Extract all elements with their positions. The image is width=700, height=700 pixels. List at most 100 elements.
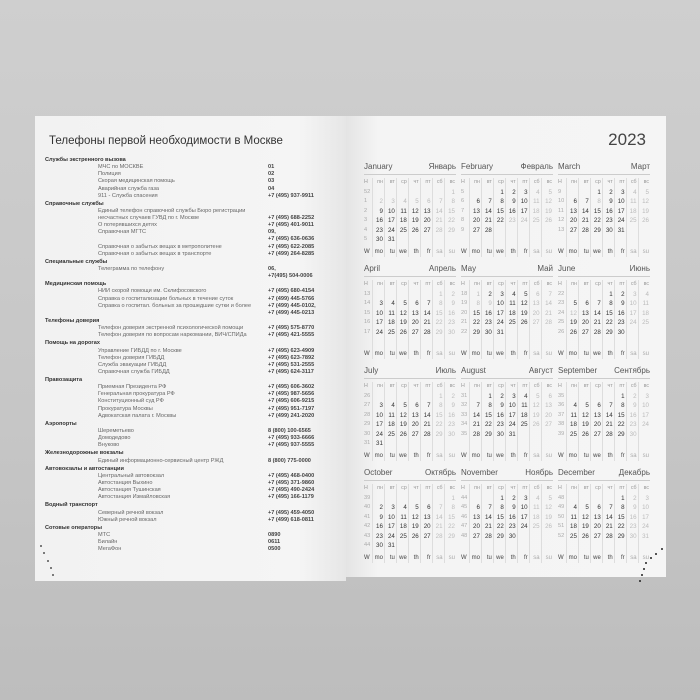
day-cell[interactable]: 16	[625, 512, 639, 522]
day-cell[interactable]: 4	[625, 187, 639, 197]
day-cell[interactable]: 25	[528, 522, 542, 532]
day-cell[interactable]: 20	[469, 522, 482, 532]
day-cell[interactable]: 6	[407, 299, 421, 309]
day-cell[interactable]: 10	[383, 512, 397, 522]
day-cell[interactable]: 18	[566, 522, 579, 532]
day-cell[interactable]: 11	[528, 197, 542, 207]
day-cell[interactable]: 22	[480, 420, 494, 430]
day-cell[interactable]: 10	[516, 503, 530, 513]
day-cell[interactable]: 16	[492, 410, 506, 420]
day-cell[interactable]: 16	[480, 308, 494, 318]
day-cell[interactable]: 29	[431, 429, 445, 439]
day-cell[interactable]: 12	[407, 512, 421, 522]
day-cell[interactable]: 17	[637, 410, 650, 420]
day-cell[interactable]: 30	[625, 429, 639, 439]
day-cell[interactable]: 19	[528, 410, 542, 420]
day-cell[interactable]: 18	[395, 522, 409, 532]
day-cell[interactable]: 9	[504, 197, 518, 207]
day-cell[interactable]: 18	[383, 318, 397, 328]
day-cell[interactable]: 3	[516, 493, 530, 503]
day-cell[interactable]: 11	[625, 197, 639, 207]
day-cell[interactable]: 14	[540, 299, 553, 309]
day-cell[interactable]: 22	[443, 522, 456, 532]
day-cell[interactable]: 1	[431, 289, 445, 299]
day-cell[interactable]: 24	[516, 522, 530, 532]
day-cell[interactable]: 3	[383, 197, 397, 207]
day-cell[interactable]: 24	[492, 318, 506, 328]
day-cell[interactable]: 23	[625, 420, 639, 430]
day-cell[interactable]: 29	[443, 225, 456, 235]
day-cell[interactable]: 26	[516, 318, 530, 328]
day-cell[interactable]: 24	[613, 216, 627, 226]
day-cell[interactable]: 26	[540, 522, 553, 532]
day-cell[interactable]: 14	[469, 410, 482, 420]
day-cell[interactable]: 28	[480, 531, 494, 541]
day-cell[interactable]: 29	[480, 429, 494, 439]
day-cell[interactable]: 13	[589, 410, 603, 420]
day-cell[interactable]: 28	[589, 327, 603, 337]
day-cell[interactable]: 31	[613, 225, 627, 235]
day-cell[interactable]: 9	[480, 299, 494, 309]
day-cell[interactable]: 11	[528, 503, 542, 513]
day-cell[interactable]: 17	[504, 410, 518, 420]
day-cell[interactable]: 5	[637, 187, 650, 197]
day-cell[interactable]: 18	[504, 308, 518, 318]
day-cell[interactable]: 17	[516, 512, 530, 522]
day-cell[interactable]: 3	[504, 391, 518, 401]
day-cell[interactable]: 31	[383, 541, 397, 551]
day-cell[interactable]: 21	[419, 318, 433, 328]
day-cell[interactable]: 13	[566, 206, 579, 216]
day-cell[interactable]: 19	[516, 308, 530, 318]
day-cell[interactable]: 25	[504, 318, 518, 328]
day-cell[interactable]: 18	[566, 420, 579, 430]
day-cell[interactable]: 8	[443, 503, 456, 513]
day-cell[interactable]: 5	[577, 401, 591, 411]
day-cell[interactable]: 19	[407, 522, 421, 532]
day-cell[interactable]: 23	[372, 531, 385, 541]
day-cell[interactable]: 4	[566, 503, 579, 513]
day-cell[interactable]: 25	[395, 225, 409, 235]
day-cell[interactable]: 11	[395, 512, 409, 522]
day-cell[interactable]: 4	[528, 493, 542, 503]
day-cell[interactable]: 5	[577, 503, 591, 513]
day-cell[interactable]: 1	[589, 187, 603, 197]
day-cell[interactable]: 14	[589, 308, 603, 318]
day-cell[interactable]: 15	[492, 512, 506, 522]
day-cell[interactable]: 5	[516, 289, 530, 299]
day-cell[interactable]: 2	[443, 289, 456, 299]
day-cell[interactable]: 1	[443, 493, 456, 503]
day-cell[interactable]: 7	[540, 289, 553, 299]
day-cell[interactable]: 10	[492, 299, 506, 309]
day-cell[interactable]: 8	[589, 197, 603, 207]
day-cell[interactable]: 2	[504, 493, 518, 503]
day-cell[interactable]: 24	[637, 522, 650, 532]
day-cell[interactable]: 3	[383, 503, 397, 513]
day-cell[interactable]: 19	[577, 522, 591, 532]
day-cell[interactable]: 28	[431, 531, 445, 541]
day-cell[interactable]: 17	[383, 216, 397, 226]
day-cell[interactable]: 20	[589, 522, 603, 532]
day-cell[interactable]: 3	[372, 401, 385, 411]
day-cell[interactable]: 16	[372, 216, 385, 226]
day-cell[interactable]: 29	[613, 429, 627, 439]
day-cell[interactable]: 3	[637, 391, 650, 401]
day-cell[interactable]: 25	[528, 216, 542, 226]
day-cell[interactable]: 12	[540, 503, 553, 513]
day-cell[interactable]: 23	[504, 522, 518, 532]
day-cell[interactable]: 9	[625, 401, 639, 411]
day-cell[interactable]: 21	[589, 318, 603, 328]
day-cell[interactable]: 24	[372, 429, 385, 439]
day-cell[interactable]: 30	[372, 541, 385, 551]
day-cell[interactable]: 4	[383, 299, 397, 309]
day-cell[interactable]: 14	[577, 206, 591, 216]
day-cell[interactable]: 26	[528, 420, 542, 430]
day-cell[interactable]: 6	[577, 299, 591, 309]
day-cell[interactable]: 2	[601, 187, 615, 197]
day-cell[interactable]: 7	[589, 299, 603, 309]
day-cell[interactable]: 21	[480, 216, 494, 226]
day-cell[interactable]: 11	[637, 299, 650, 309]
day-cell[interactable]: 16	[625, 410, 639, 420]
day-cell[interactable]: 14	[480, 206, 494, 216]
day-cell[interactable]: 7	[431, 197, 445, 207]
day-cell[interactable]: 30	[480, 327, 494, 337]
